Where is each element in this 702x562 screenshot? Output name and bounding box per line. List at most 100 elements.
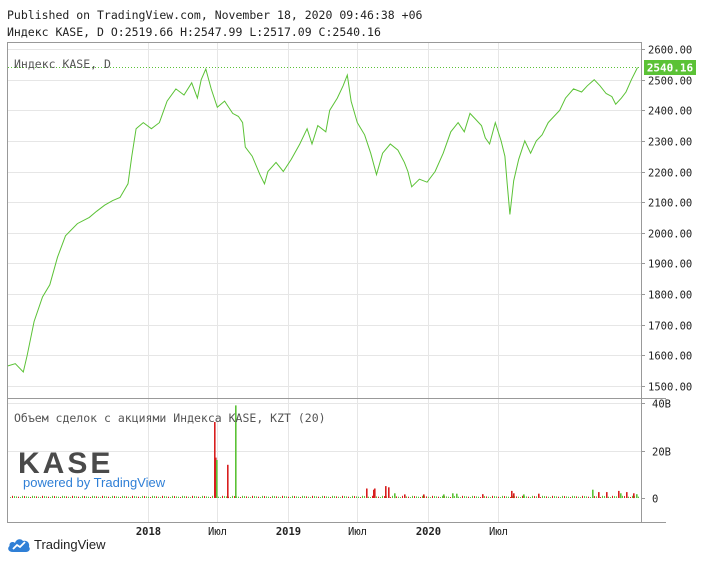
volume-bar-minor xyxy=(300,497,301,498)
volume-bar-minor xyxy=(610,497,611,498)
volume-bar-minor xyxy=(474,496,475,498)
volume-bar xyxy=(227,464,229,499)
powered-by-tradingview: powered by TradingView xyxy=(23,475,166,490)
volume-bar xyxy=(404,494,406,498)
volume-bar xyxy=(456,493,458,498)
volume-bar-minor xyxy=(72,495,73,498)
volume-bar-minor xyxy=(446,496,447,498)
volume-bar-minor xyxy=(12,495,13,498)
volume-bar-minor xyxy=(60,497,61,498)
volume-bar-minor xyxy=(218,496,219,498)
volume-bar-minor xyxy=(560,497,561,498)
volume-bar xyxy=(606,492,608,498)
volume-bar-minor xyxy=(202,495,203,498)
volume-bar-minor xyxy=(280,497,281,498)
volume-bar-minor xyxy=(368,496,369,498)
volume-bar-minor xyxy=(420,497,421,498)
volume-bar-minor xyxy=(120,497,121,498)
volume-bar-minor xyxy=(88,496,89,498)
volume-bar-minor xyxy=(480,497,481,498)
volume-bar-minor xyxy=(54,496,55,498)
volume-bar-minor xyxy=(144,496,145,498)
volume-bar-minor xyxy=(238,496,239,498)
volume-bar-minor xyxy=(574,496,575,498)
volume-bar-minor xyxy=(140,497,141,498)
volume-bar-minor xyxy=(114,496,115,498)
volume-bar-minor xyxy=(110,497,111,498)
volume-bar-minor xyxy=(146,496,147,498)
volume-bar-minor xyxy=(222,495,223,498)
volume-bar-minor xyxy=(498,496,499,498)
volume-bar xyxy=(374,488,376,498)
volume-title: Объем сделок с акциями Индекса KASE, KZT… xyxy=(14,411,326,425)
volume-bar-minor xyxy=(416,496,417,498)
volume-bar-minor xyxy=(508,496,509,498)
volume-bar xyxy=(373,489,375,498)
volume-bar-minor xyxy=(20,497,21,498)
volume-bar-minor xyxy=(168,496,169,498)
volume-bar-minor xyxy=(68,496,69,498)
ohlc-header: Индекс KASE, D O:2519.66 H:2547.99 L:251… xyxy=(7,25,381,39)
volume-bar-minor xyxy=(462,495,463,498)
volume-bar-minor xyxy=(410,497,411,498)
volume-bar-minor xyxy=(582,495,583,498)
volume-bar-minor xyxy=(164,496,165,498)
volume-bar-minor xyxy=(82,495,83,498)
volume-bar-minor xyxy=(116,496,117,498)
volume-bar-minor xyxy=(296,496,297,498)
volume-bar-minor xyxy=(364,496,365,498)
chart-legend: Индекс KASE, D xyxy=(14,57,111,71)
volume-bar-minor xyxy=(522,495,523,498)
volume-bar-minor xyxy=(372,495,373,498)
volume-bar-minor xyxy=(572,495,573,498)
volume-bar-minor xyxy=(96,496,97,498)
volume-bar-minor xyxy=(188,496,189,498)
volume-bar-minor xyxy=(354,496,355,498)
volume-bar-minor xyxy=(544,496,545,498)
volume-bar-minor xyxy=(496,496,497,498)
volume-bar-minor xyxy=(484,496,485,498)
volume-bar-minor xyxy=(80,497,81,498)
volume-bar-minor xyxy=(578,496,579,498)
volume-bar-minor xyxy=(332,495,333,498)
volume-bar-minor xyxy=(36,496,37,498)
volume-bar xyxy=(443,494,445,498)
volume-bar-minor xyxy=(628,496,629,498)
volume-bar-minor xyxy=(396,496,397,498)
volume-bar-minor xyxy=(622,495,623,498)
time-tick-label: 2018 xyxy=(136,526,161,538)
volume-bar-minor xyxy=(486,496,487,498)
volume-bars xyxy=(10,405,639,499)
volume-bar-minor xyxy=(250,497,251,498)
volume-bar-minor xyxy=(412,495,413,498)
volume-bar-minor xyxy=(200,497,201,498)
volume-bar-minor xyxy=(490,497,491,498)
volume-bar-minor xyxy=(346,496,347,498)
volume-bar-minor xyxy=(126,496,127,498)
volume-bar-minor xyxy=(360,497,361,498)
volume-bar-minor xyxy=(326,496,327,498)
volume-bar-minor xyxy=(558,496,559,498)
volume-bar-minor xyxy=(248,496,249,498)
volume-bar-minor xyxy=(448,496,449,498)
volume-bar-minor xyxy=(136,496,137,498)
volume-bar-minor xyxy=(282,495,283,498)
volume-bar-minor xyxy=(74,496,75,498)
volume-bar-minor xyxy=(76,496,77,498)
volume-bar xyxy=(523,494,525,498)
volume-bar-minor xyxy=(550,497,551,498)
volume-bar-minor xyxy=(32,495,33,498)
volume-bar-minor xyxy=(328,496,329,498)
volume-bar-minor xyxy=(632,495,633,498)
price-tick-label: 1500.00 xyxy=(648,382,692,394)
volume-bar-minor xyxy=(502,495,503,498)
volume-bar-minor xyxy=(518,496,519,498)
volume-bar-minor xyxy=(340,497,341,498)
volume-bar-minor xyxy=(246,496,247,498)
volume-bar-minor xyxy=(356,496,357,498)
volume-bar-minor xyxy=(30,497,31,498)
volume-bar-minor xyxy=(38,496,39,498)
volume-bar-minor xyxy=(210,497,211,498)
volume-bar-minor xyxy=(322,495,323,498)
volume-bar-minor xyxy=(314,496,315,498)
